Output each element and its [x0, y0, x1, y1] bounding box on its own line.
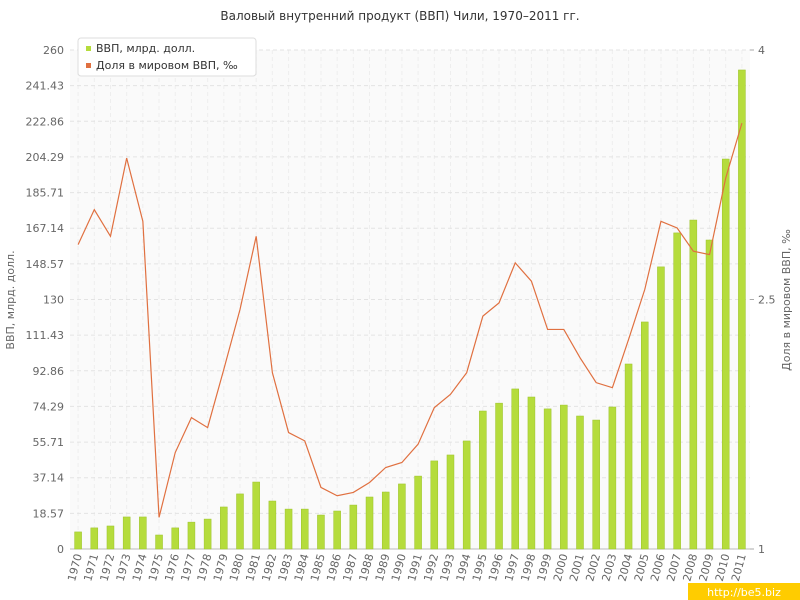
- y-tick-label: 37.14: [33, 472, 65, 485]
- bar: [252, 481, 260, 550]
- bar: [155, 534, 163, 550]
- y-tick-label: 241.43: [26, 80, 65, 93]
- bar: [511, 388, 519, 550]
- y-axis-label: ВВП, млрд. долл.: [4, 250, 17, 349]
- bar: [738, 69, 746, 550]
- y-tick-label: 92.86: [33, 365, 65, 378]
- bar: [414, 475, 422, 550]
- bar: [560, 404, 568, 550]
- y-tick-label: 204.29: [26, 151, 65, 164]
- bar: [333, 510, 341, 550]
- y-tick-label: 111.43: [26, 329, 65, 342]
- bar: [592, 419, 600, 550]
- bar: [721, 158, 730, 550]
- y-tick-label: 18.57: [33, 507, 65, 520]
- y-tick-label: 260: [43, 44, 64, 57]
- legend-swatch: [86, 46, 91, 51]
- bar: [705, 239, 714, 550]
- bar: [317, 514, 325, 550]
- bar: [495, 402, 503, 550]
- bar: [365, 496, 374, 550]
- bar: [462, 440, 471, 550]
- bar: [641, 321, 649, 550]
- bar: [657, 266, 665, 550]
- bar: [446, 454, 455, 550]
- bar: [543, 408, 552, 550]
- bar: [187, 521, 196, 550]
- bar: [301, 508, 309, 550]
- y-tick-label: 130: [43, 294, 64, 307]
- bar: [381, 491, 390, 550]
- y-tick-label: 167.14: [26, 222, 65, 235]
- bar: [673, 232, 681, 550]
- bar: [284, 508, 293, 550]
- bar: [220, 506, 228, 550]
- bar: [90, 527, 99, 550]
- bar: [171, 527, 179, 550]
- y2-axis-label: Доля в мировом ВВП, ‰: [780, 229, 793, 371]
- y-tick-label: 222.86: [26, 115, 65, 128]
- chart-title: Валовый внутренний продукт (ВВП) Чили, 1…: [220, 9, 579, 23]
- bar: [576, 415, 584, 550]
- bar: [349, 504, 358, 550]
- legend-label: ВВП, млрд. долл.: [96, 42, 195, 55]
- bar: [268, 500, 277, 550]
- bar: [203, 518, 212, 550]
- bar: [689, 219, 698, 550]
- y-tick-label: 55.71: [33, 436, 65, 449]
- bar: [398, 483, 406, 550]
- bar: [106, 525, 115, 550]
- y2-tick-label: 1: [758, 543, 765, 556]
- y-tick-label: 148.57: [26, 258, 65, 271]
- bar: [608, 406, 617, 550]
- y-tick-label: 74.29: [33, 400, 65, 413]
- bar: [74, 531, 82, 550]
- bar: [122, 516, 131, 550]
- watermark: http://be5.biz: [707, 586, 781, 599]
- legend-box: [77, 37, 257, 77]
- y2-tick-label: 4: [758, 44, 765, 57]
- bar: [527, 396, 536, 550]
- bar: [139, 516, 147, 550]
- bar: [479, 410, 487, 550]
- bar: [624, 363, 633, 550]
- y-tick-label: 0: [57, 543, 64, 556]
- legend-label: Доля в мировом ВВП, ‰: [96, 59, 238, 72]
- line: [77, 123, 743, 518]
- watermark-bg: [688, 583, 800, 600]
- bar: [236, 493, 244, 550]
- legend-swatch: [86, 63, 91, 68]
- y-tick-label: 185.71: [26, 187, 65, 200]
- y2-tick-label: 2.5: [758, 294, 776, 307]
- bar: [430, 460, 439, 550]
